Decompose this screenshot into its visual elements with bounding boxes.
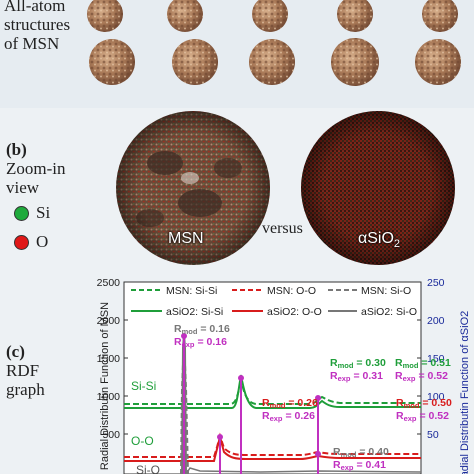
panel-c-letter: (c) bbox=[6, 342, 25, 361]
left-axis-label: Radial Distributin Function of MSN bbox=[99, 302, 111, 470]
versus-label: versus bbox=[262, 220, 303, 237]
panel-b-caption-line: view bbox=[6, 178, 40, 197]
annotation-mod: Rmod = 0.26 bbox=[262, 397, 318, 410]
si-legend-label: Si bbox=[36, 203, 51, 222]
panel-c-caption-line: RDF bbox=[6, 361, 40, 380]
annotation-exp: Rexp = 0.26 bbox=[262, 410, 315, 423]
si-legend-icon bbox=[14, 206, 29, 221]
annotation-mod: Rmod = 0.30 bbox=[330, 357, 386, 370]
panel-c: (c) RDF graph 500 1000 1500 2000 2500 50 100 1… bbox=[0, 268, 474, 474]
right-tick-label: 50 bbox=[427, 429, 439, 441]
panel-b-caption-line: Zoom-in bbox=[6, 159, 66, 178]
marker-dot bbox=[181, 333, 187, 339]
msn-structures-image bbox=[87, 0, 461, 86]
left-tick-label: 2500 bbox=[97, 277, 121, 289]
right-tick-label: 100 bbox=[427, 391, 445, 403]
panel-c-caption: (c) RDF graph bbox=[6, 342, 45, 399]
curve-baseline-si-o bbox=[185, 467, 422, 474]
curve-asio2-o-o bbox=[124, 433, 421, 462]
asio2-label-sub: 2 bbox=[393, 238, 401, 251]
right-tick-label: 200 bbox=[427, 315, 445, 327]
asio2-sphere bbox=[301, 111, 455, 265]
zoom-spheres-image bbox=[116, 111, 455, 265]
o-legend-label: O bbox=[36, 232, 49, 251]
curve-label-si-si: Si-Si bbox=[131, 379, 156, 393]
legend-label-asio2-si-si: aSiO2: Si-Si bbox=[166, 306, 223, 318]
curve-msn-o-o bbox=[124, 432, 421, 458]
right-tick-label: 150 bbox=[427, 353, 445, 365]
legend-label-asio2-si-o: aSiO2: Si-O bbox=[361, 306, 417, 318]
rdf-chart: 500 1000 1500 2000 2500 50 100 150 200 250 Radia… bbox=[97, 277, 471, 474]
annotation-mod: Rmod = 0.50 bbox=[396, 397, 452, 410]
legend-label-msn-o-o: MSN: O-O bbox=[267, 285, 316, 297]
annotation-exp: Rexp = 0.52 bbox=[395, 370, 448, 383]
annotation-exp: Rexp = 0.41 bbox=[333, 459, 386, 472]
annotation-exp: Rexp = 0.31 bbox=[330, 370, 383, 383]
right-axis-label: Radial Distributin Function of αSiO2 bbox=[459, 311, 471, 474]
curve-label-o-o: O-O bbox=[131, 434, 154, 448]
msn-sphere bbox=[116, 111, 270, 265]
nanoparticle-row-top bbox=[87, 0, 458, 32]
curve-asio2-si-si bbox=[124, 374, 421, 409]
right-tick-label: 250 bbox=[427, 277, 445, 289]
panel-a-caption-line: of MSN bbox=[4, 34, 60, 53]
panel-c-caption-line: graph bbox=[6, 380, 45, 399]
marker-dot bbox=[217, 434, 223, 440]
annotation-mod: Rmod = 0.51 bbox=[395, 357, 451, 370]
asio2-sphere-label: αSiO2 bbox=[358, 230, 400, 250]
annotation-mod: Rmod = 0.16 bbox=[174, 323, 230, 336]
left-tick-label: 1500 bbox=[97, 353, 121, 365]
legend: MSN: Si-Si MSN: O-O MSN: Si-O aSiO2: Si-… bbox=[131, 285, 417, 318]
right-axis-ticks: 50 100 150 200 250 bbox=[417, 277, 445, 441]
panel-a-caption: All-atom structures of MSN bbox=[4, 0, 70, 53]
left-tick-label: 1000 bbox=[97, 391, 121, 403]
panel-a-caption-line: structures bbox=[4, 15, 71, 34]
marker-dot bbox=[315, 451, 321, 457]
curve-label-si-o: Si-O bbox=[136, 463, 160, 474]
marker-dot bbox=[315, 395, 321, 401]
annotation-exp: Rexp = 0.16 bbox=[174, 336, 227, 349]
panel-b-letter: (b) bbox=[6, 140, 27, 159]
marker-dot bbox=[238, 375, 244, 381]
legend-label-msn-si-si: MSN: Si-Si bbox=[166, 285, 217, 297]
plot-area bbox=[123, 281, 422, 474]
panel-a: All-atom structures of MSN bbox=[0, 0, 474, 108]
annotation-mod: Rmod = 0.40 bbox=[333, 446, 389, 459]
panel-a-caption-line: All-atom bbox=[4, 0, 66, 15]
left-axis-ticks: 500 1000 1500 2000 2500 bbox=[97, 277, 128, 441]
experimental-markers bbox=[181, 333, 321, 474]
nanoparticle-row-bottom bbox=[89, 38, 461, 86]
legend-label-msn-si-o: MSN: Si-O bbox=[361, 285, 411, 297]
panel-b-caption: (b) Zoom-in view bbox=[6, 140, 66, 197]
annotation-exp: Rexp = 0.52 bbox=[396, 410, 449, 423]
left-tick-label: 2000 bbox=[97, 315, 121, 327]
legend-label-asio2-o-o: aSiO2: O-O bbox=[267, 306, 322, 318]
o-legend-icon bbox=[14, 235, 29, 250]
asio2-label-main: αSiO bbox=[358, 230, 394, 247]
msn-sphere-label: MSN bbox=[168, 230, 204, 247]
panel-b: (b) Zoom-in view Si O bbox=[0, 108, 474, 268]
left-tick-label: 500 bbox=[102, 429, 120, 441]
